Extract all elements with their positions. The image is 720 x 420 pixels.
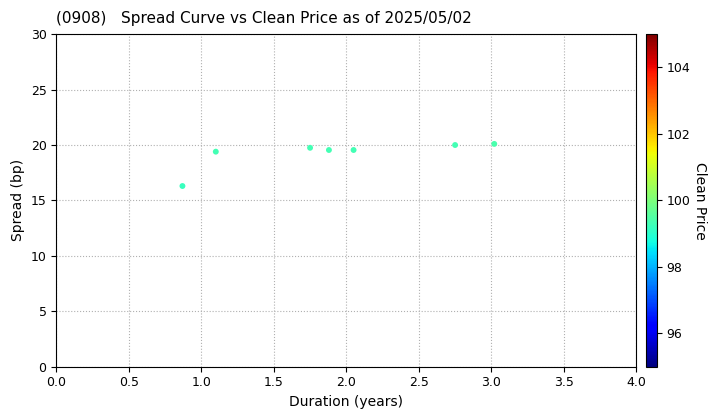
Text: (0908)   Spread Curve vs Clean Price as of 2025/05/02: (0908) Spread Curve vs Clean Price as of…: [56, 11, 472, 26]
Point: [305, 144, 316, 151]
Point: [176, 183, 188, 189]
Point: [348, 147, 359, 153]
Point: [449, 142, 461, 148]
X-axis label: Duration (years): Duration (years): [289, 395, 403, 409]
Y-axis label: Spread (bp): Spread (bp): [11, 159, 25, 242]
Point: [488, 141, 500, 147]
Point: [323, 147, 335, 153]
Y-axis label: Clean Price: Clean Price: [693, 162, 707, 239]
Point: [210, 148, 222, 155]
